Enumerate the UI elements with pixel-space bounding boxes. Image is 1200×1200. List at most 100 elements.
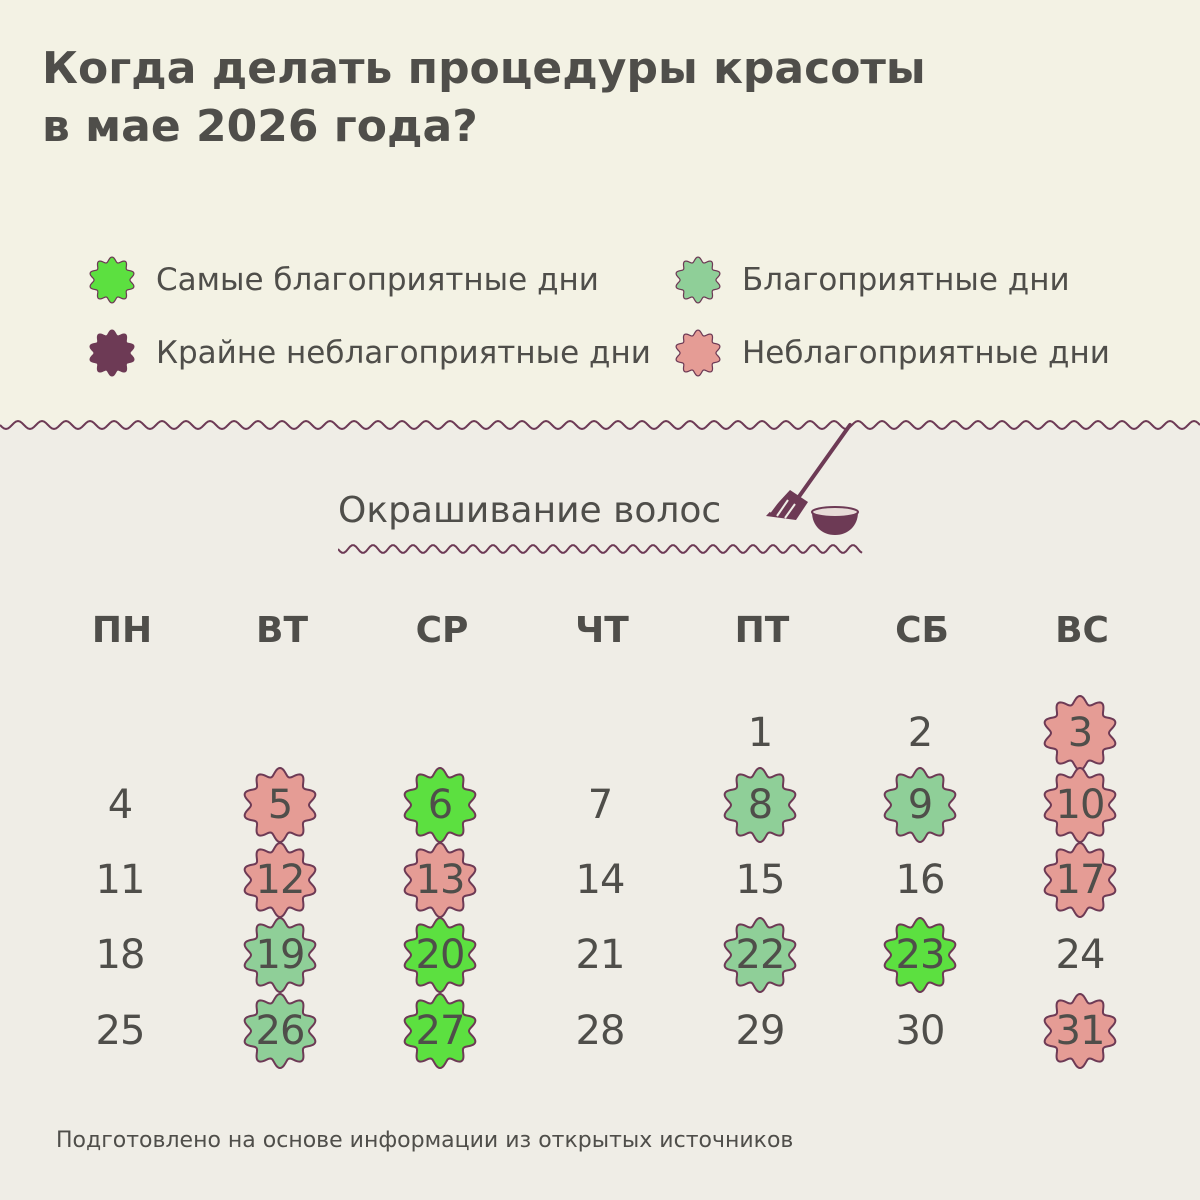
day-number: 15	[735, 857, 786, 903]
calendar-day: 30	[878, 989, 962, 1073]
calendar-day-good: 8	[718, 763, 802, 847]
day-number: 10	[1055, 782, 1106, 828]
day-number: 6	[427, 782, 453, 828]
weekday-sat: СБ	[895, 610, 949, 651]
flower-badge-icon	[883, 766, 957, 844]
calendar-day: 4	[78, 763, 162, 847]
day-number: 16	[895, 857, 946, 903]
flower-badge-icon	[675, 329, 721, 377]
calendar-day: 2	[878, 691, 962, 775]
day-number: 11	[95, 857, 146, 903]
wavy-divider	[0, 419, 1200, 431]
weekday-mon: ПН	[91, 610, 153, 651]
flower-badge-icon	[1043, 841, 1117, 919]
calendar-day-good: 26	[238, 989, 322, 1073]
calendar-day-best: 6	[398, 763, 482, 847]
day-number: 17	[1055, 857, 1106, 903]
day-number: 23	[895, 932, 946, 978]
calendar-day: 1	[718, 691, 802, 775]
day-number: 13	[415, 857, 466, 903]
weekday-thu: ЧТ	[575, 610, 629, 651]
day-number: 9	[907, 782, 933, 828]
flower-badge-icon	[1043, 992, 1117, 1070]
day-number: 8	[747, 782, 773, 828]
flower-badge-icon	[403, 992, 477, 1070]
legend-item-good: Благоприятные дни	[672, 255, 1070, 305]
calendar-day-good: 19	[238, 913, 322, 997]
flower-badge-icon	[883, 916, 957, 994]
title-line-2: в мае 2026 года?	[42, 101, 478, 152]
legend-label: Благоприятные дни	[742, 262, 1070, 298]
calendar-day-bad: 12	[238, 838, 322, 922]
day-number: 1	[747, 710, 773, 756]
flower-badge-icon	[243, 916, 317, 994]
calendar-day-best: 23	[878, 913, 962, 997]
day-number: 14	[575, 857, 626, 903]
calendar-day: 21	[558, 913, 642, 997]
day-number: 20	[415, 932, 466, 978]
header-band	[0, 0, 1200, 425]
calendar-day: 11	[78, 838, 162, 922]
weekday-tue: ВТ	[256, 610, 308, 651]
flower-badge-icon	[89, 256, 135, 304]
calendar-day: 15	[718, 838, 802, 922]
calendar-day: 7	[558, 763, 642, 847]
day-number: 4	[107, 782, 133, 828]
day-number: 27	[415, 1008, 466, 1054]
day-number: 5	[267, 782, 293, 828]
day-number: 2	[907, 710, 933, 756]
calendar-day-bad: 31	[1038, 989, 1122, 1073]
legend-item-best: Самые благоприятные дни	[86, 255, 599, 305]
day-number: 31	[1055, 1008, 1106, 1054]
flower-badge-icon	[89, 329, 135, 377]
day-number: 7	[587, 782, 613, 828]
flower-badge-icon	[675, 256, 721, 304]
calendar-day-best: 20	[398, 913, 482, 997]
weekday-sun: ВС	[1055, 610, 1109, 651]
legend-label: Крайне неблагоприятные дни	[156, 335, 651, 371]
hair-dye-brush-and-bowl-icon	[766, 423, 859, 535]
legend-label: Самые благоприятные дни	[156, 262, 599, 298]
legend-item-worst: Крайне неблагоприятные дни	[86, 328, 651, 378]
day-number: 3	[1067, 710, 1093, 756]
legend-label: Неблагоприятные дни	[742, 335, 1110, 371]
day-number: 18	[95, 932, 146, 978]
calendar-day-bad: 13	[398, 838, 482, 922]
calendar-day-bad: 10	[1038, 763, 1122, 847]
flower-badge-icon	[723, 766, 797, 844]
calendar-day: 28	[558, 989, 642, 1073]
weekday-wed: СР	[415, 610, 469, 651]
calendar-day-bad: 5	[238, 763, 322, 847]
day-number: 29	[735, 1008, 786, 1054]
day-number: 30	[895, 1008, 946, 1054]
day-number: 12	[255, 857, 306, 903]
day-number: 24	[1055, 932, 1106, 978]
day-number: 19	[255, 932, 306, 978]
flower-badge-icon	[723, 916, 797, 994]
day-number: 21	[575, 932, 626, 978]
day-number: 26	[255, 1008, 306, 1054]
calendar-day: 29	[718, 989, 802, 1073]
section-underline	[338, 544, 863, 554]
day-number: 22	[735, 932, 786, 978]
calendar-day-best: 27	[398, 989, 482, 1073]
calendar-day: 25	[78, 989, 162, 1073]
calendar-day-bad: 17	[1038, 838, 1122, 922]
day-number: 28	[575, 1008, 626, 1054]
section-header: Окрашивание волос	[338, 488, 868, 558]
day-number: 25	[95, 1008, 146, 1054]
calendar-day-good: 9	[878, 763, 962, 847]
weekday-fri: ПТ	[734, 610, 790, 651]
legend-item-bad: Неблагоприятные дни	[672, 328, 1110, 378]
title-line-1: Когда делать процедуры красоты	[42, 43, 926, 94]
source-note: Подготовлено на основе информации из отк…	[56, 1128, 794, 1153]
calendar-day: 24	[1038, 913, 1122, 997]
page-title: Когда делать процедуры красоты в мае 202…	[42, 40, 926, 156]
flower-badge-icon	[403, 916, 477, 994]
calendar-day-good: 22	[718, 913, 802, 997]
calendar-day: 16	[878, 838, 962, 922]
calendar-day: 18	[78, 913, 162, 997]
section-title: Окрашивание волос	[338, 490, 722, 531]
flower-badge-icon	[243, 992, 317, 1070]
calendar-day: 14	[558, 838, 642, 922]
